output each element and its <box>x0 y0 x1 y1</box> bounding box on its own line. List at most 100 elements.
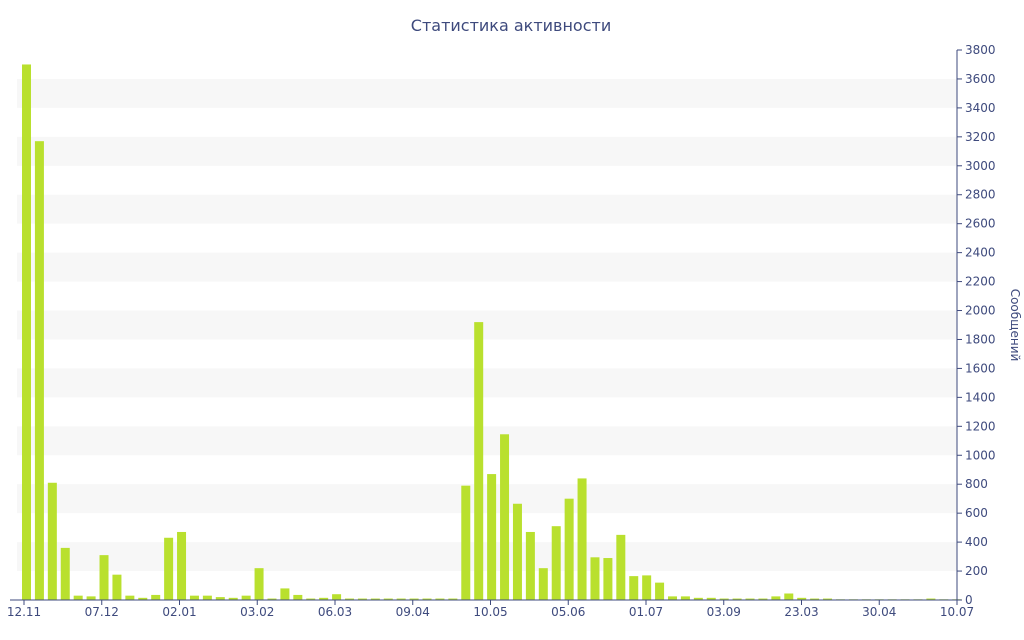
bar <box>732 598 742 600</box>
y-tick-label: 1000 <box>965 448 996 462</box>
bar <box>125 595 135 600</box>
bar <box>655 582 665 600</box>
bar <box>693 597 703 600</box>
y-tick-label: 1200 <box>965 419 996 433</box>
bar <box>332 594 342 600</box>
bar <box>422 598 432 600</box>
x-tick-label: 05.06 <box>551 605 585 619</box>
x-tick-label: 03.09 <box>707 605 741 619</box>
x-tick-label: 06.03 <box>318 605 352 619</box>
bar <box>616 534 626 600</box>
bar <box>512 503 522 600</box>
bar <box>719 598 729 600</box>
bar <box>306 598 316 600</box>
bar <box>60 547 70 600</box>
bar <box>383 598 393 600</box>
bar <box>435 598 445 600</box>
bar <box>784 593 794 600</box>
bar <box>461 485 471 600</box>
bar <box>138 597 148 600</box>
bar <box>538 568 548 600</box>
bar <box>926 598 936 600</box>
bar <box>448 598 458 600</box>
grid-band <box>17 194 957 224</box>
bar <box>357 598 367 600</box>
x-tick-label: 03.02 <box>240 605 274 619</box>
x-tick-label: 23.03 <box>784 605 818 619</box>
bar <box>370 598 380 600</box>
bar <box>177 531 187 600</box>
bar <box>629 576 639 600</box>
bar <box>267 598 277 600</box>
bar <box>758 598 768 600</box>
chart-background-bands <box>17 78 957 572</box>
bar <box>293 594 303 600</box>
x-tick-label: 10.05 <box>473 605 507 619</box>
bar <box>228 597 238 600</box>
y-tick-label: 3600 <box>965 72 996 86</box>
grid-band <box>17 542 957 572</box>
x-tick-label: 09.04 <box>396 605 430 619</box>
x-tick-label: 12.11 <box>7 605 41 619</box>
bar <box>47 482 57 600</box>
grid-band <box>17 136 957 166</box>
x-tick-label: 01.07 <box>629 605 663 619</box>
grid-band <box>17 426 957 456</box>
y-tick-label: 2000 <box>965 304 996 318</box>
bar <box>73 595 83 600</box>
y-tick-label: 1400 <box>965 390 996 404</box>
bar <box>564 498 574 600</box>
bar <box>86 596 96 600</box>
bar <box>797 597 807 600</box>
grid-band <box>17 484 957 514</box>
y-tick-label: 1800 <box>965 332 996 346</box>
y-axis-label: Сообщений <box>1008 289 1022 362</box>
bar <box>99 555 109 600</box>
bar <box>280 588 290 600</box>
bar <box>668 596 677 600</box>
bar <box>345 598 354 600</box>
bar <box>603 558 613 600</box>
y-tick-label: 2200 <box>965 275 996 289</box>
bar <box>500 434 510 600</box>
grid-band <box>17 368 957 398</box>
bar <box>254 568 264 600</box>
y-tick-label: 200 <box>965 564 988 578</box>
bar <box>590 557 600 600</box>
y-tick-label: 600 <box>965 506 988 520</box>
y-tick-label: 2400 <box>965 246 996 260</box>
x-tick-label: 10.07 <box>940 605 974 619</box>
grid-band <box>17 310 957 340</box>
bar <box>642 575 652 600</box>
bar <box>189 595 199 600</box>
bar <box>319 597 329 600</box>
y-tick-label: 3400 <box>965 101 996 115</box>
y-tick-label: 2800 <box>965 188 996 202</box>
y-axis-ticks: 0 200 400 600 800 1000 1200 1400 1600 1800 2000 220… <box>957 43 996 607</box>
bar <box>823 598 833 600</box>
y-tick-label: 3000 <box>965 159 996 173</box>
bar <box>202 595 212 600</box>
bar <box>745 598 755 600</box>
chart-title: Статистика активности <box>411 16 611 35</box>
bar <box>680 596 690 600</box>
y-tick-label: 2600 <box>965 217 996 231</box>
bar <box>487 474 497 600</box>
bar <box>151 594 161 600</box>
y-tick-label: 800 <box>965 477 988 491</box>
y-tick-label: 1600 <box>965 361 996 375</box>
x-tick-label: 07.12 <box>85 605 119 619</box>
bar <box>551 526 561 600</box>
bar <box>577 478 587 600</box>
bar <box>474 322 484 600</box>
bar <box>771 596 781 600</box>
bar <box>409 598 419 600</box>
bar <box>396 598 406 600</box>
x-axis-ticks: 12.11 07.12 02.01 03.02 06.03 09.04 10.05 05.06… <box>7 600 974 619</box>
bar <box>112 574 122 600</box>
y-tick-label: 0 <box>965 593 973 607</box>
bar <box>525 531 535 600</box>
bar <box>164 537 174 600</box>
bar <box>810 598 820 600</box>
